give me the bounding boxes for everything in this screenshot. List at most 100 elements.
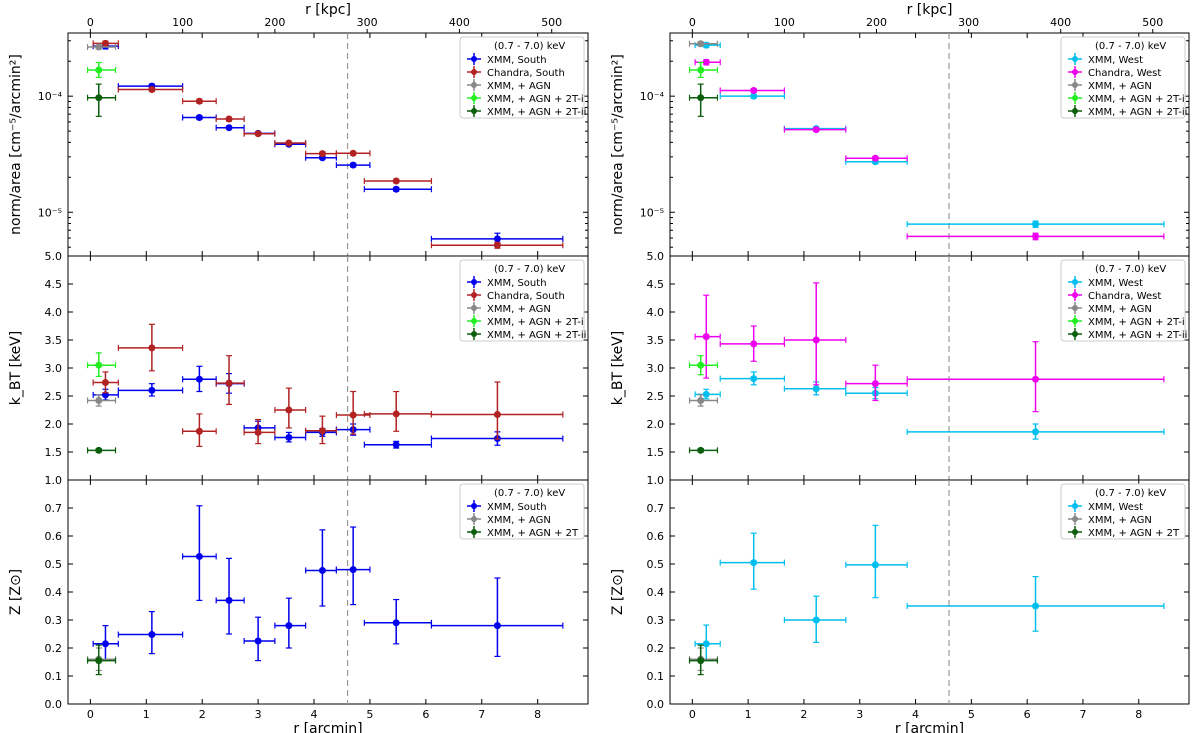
data-point [95,43,103,51]
data-point [225,115,233,123]
data-point [1032,220,1040,228]
data-point [750,340,758,348]
series-xmm-agn-2t [688,644,719,676]
legend-entry: XMM, South [487,55,547,66]
legend-marker [471,305,477,311]
data-point [148,631,156,639]
data-point [1032,375,1040,383]
panel-norm-left: 10⁻⁴ 10⁻⁵ norm/area [cm⁻⁵/arcmin²] (0.7 - 7… [8,32,589,257]
x-tick-label: 4 [311,708,318,721]
top-x-tick-label: 100 [172,16,193,29]
legend-marker [471,516,477,522]
y-tick-label: 0.0 [45,698,63,711]
legend-entry: XMM, + AGN + 2T-ii [1088,107,1187,118]
top-x-tick-label: 400 [449,16,470,29]
top-x-axis-label: r [kpc] [305,2,351,18]
data-point [812,385,820,393]
y-tick-label: 3.0 [45,362,63,375]
data-point [392,177,400,185]
x-tick-label: 5 [366,708,373,721]
legend-marker [1072,279,1078,285]
data-point [702,333,710,341]
series-xmm-agn-2t-ii [688,83,719,117]
x-tick-label: 3 [255,708,262,721]
data-point [1032,428,1040,436]
data-point [697,446,705,454]
y-tick-label: 1.0 [647,474,665,487]
data-point [493,410,501,418]
legend: (0.7 - 7.0) keV XMM, West Chandra, West XMM… [1060,36,1187,119]
data-point [812,616,820,624]
legend-title: (0.7 - 7.0) keV [1095,264,1166,275]
legend-marker [1072,292,1078,298]
legend-entry: XMM, + AGN + 2T-i [487,317,584,328]
y-tick-label: 0.7 [45,502,63,515]
data-point [285,139,293,147]
series-group [86,39,564,249]
y-tick-label: 2.0 [647,418,665,431]
legend: (0.7 - 7.0) keV XMM, West Chandra, West XMM… [1060,259,1187,342]
legend-marker [471,331,477,337]
legend: (0.7 - 7.0) keV XMM, West XMM, + AGN XMM, +… [1060,483,1186,540]
x-tick-label: 3 [856,708,863,721]
legend-marker [1072,529,1078,535]
y-tick-label: 1.5 [45,446,63,459]
x-tick-label: 2 [199,708,206,721]
series-group [688,282,1165,454]
x-tick-label: 1 [745,708,752,721]
top-x-tick-label: 0 [689,16,696,29]
x-tick-label: 4 [912,708,919,721]
legend-box [459,483,585,540]
legend-box [1060,483,1186,540]
data-point [318,566,326,574]
data-point [101,640,109,648]
x-tick-label: 5 [968,708,975,721]
data-point [254,428,262,436]
legend-marker [1072,69,1078,75]
y-tick-label: 3.5 [647,334,665,347]
data-point [750,92,758,100]
legend-title: (0.7 - 7.0) keV [1095,41,1166,52]
series-xmm-agn [688,394,719,407]
x-tick-label: 6 [422,708,429,721]
legend-entry: XMM, + AGN [487,304,551,315]
legend-entry: XMM, West [1088,502,1143,513]
legend-marker [471,69,477,75]
legend-marker [1072,82,1078,88]
figure-right: 10⁻⁴ 10⁻⁵ norm/area [cm⁻⁵/arcmin²] (0.7 - 7… [610,2,1190,733]
data-point [750,375,758,383]
legend-entry: Chandra, South [487,291,565,302]
top-x-tick-label: 300 [958,16,979,29]
legend-marker [1072,95,1078,101]
data-point [750,559,758,567]
x-tick-label: 8 [1135,708,1142,721]
legend-entry: XMM, + AGN [487,515,551,526]
series-group [86,505,564,676]
data-point [702,640,710,648]
panel-Z-right: 0.0 0.1 0.2 0.3 0.4 0.5 0.6 0.7 Z [Z⊙] (0.7 - 7.0… [610,479,1190,711]
legend-entry: XMM, + AGN + 2T-i [1088,317,1185,328]
data-point [318,150,326,158]
y-tick-label: 3.5 [45,334,63,347]
data-point [225,124,233,132]
data-point [225,379,233,387]
legend-entry: XMM, + AGN [1088,81,1152,92]
figure-left: 10⁻⁴ 10⁻⁵ norm/area [cm⁻⁵/arcmin²] (0.7 - 7… [8,2,589,733]
y-tick-label: 0.1 [45,670,63,683]
data-point [195,113,203,121]
legend-marker [471,318,477,324]
legend-marker [1072,56,1078,62]
data-point [95,66,103,74]
series-xmm-agn-2t-i [688,355,719,376]
series-xmm-agn-2t [86,644,117,676]
y-tick-label: 0.4 [647,586,665,599]
legend: (0.7 - 7.0) keV XMM, South Chandra, South X… [459,259,586,342]
x-tick-label: 8 [534,708,541,721]
y-tick-label: 2.5 [45,390,63,403]
y-tick-label: 2.0 [45,418,63,431]
y-tick-label: 0.4 [45,586,63,599]
top-x-axis-label: r [kpc] [907,2,953,18]
y-axis-label: k_BT [keV] [8,331,24,405]
data-point [225,596,233,604]
data-point [95,657,103,665]
